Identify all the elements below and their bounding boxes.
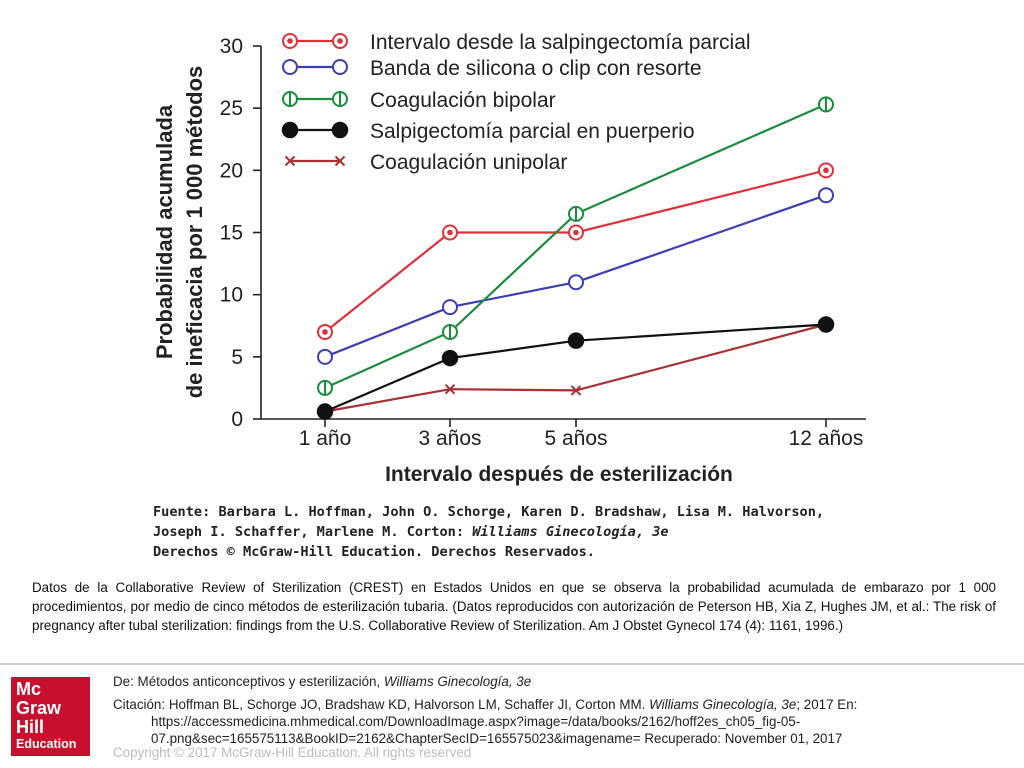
y-tick-label: 10 (220, 284, 243, 307)
citation-url-line-2: 07.png&sec=165575113&BookID=2162&Chapter… (151, 731, 843, 746)
figure-source: Fuente: Barbara L. Hoffman, John O. Scho… (153, 502, 858, 562)
logo-line-4: Education (16, 737, 77, 751)
y-tick-label: 20 (220, 159, 243, 182)
point-marker (817, 316, 835, 333)
legend-label: Coagulación unipolar (370, 151, 567, 174)
series-line (317, 162, 834, 340)
point-marker (570, 385, 582, 396)
legend-item: Salpigectomía parcial en puerperio (281, 120, 695, 143)
series-line (317, 187, 834, 365)
y-tick-label: 15 (220, 222, 243, 245)
point-marker (442, 299, 458, 316)
series-line (317, 96, 834, 396)
point-marker (334, 155, 346, 167)
footer-from-book: Williams Ginecología, 3e (383, 674, 532, 689)
y-tick-label: 30 (220, 35, 243, 58)
series-lines (316, 96, 835, 420)
series-path (324, 194, 827, 358)
y-tick-label: 25 (220, 97, 243, 120)
x-tick-label: 5 años (544, 427, 607, 450)
y-tick-label: 0 (231, 408, 243, 431)
y-axis-title-line1: Probabilidad acumulada (152, 104, 177, 359)
legend-item: Intervalo desde la salpingectomía parcia… (282, 31, 751, 54)
logo-line-1: Mc (16, 679, 42, 699)
series-path (324, 323, 827, 413)
point-marker (331, 121, 349, 139)
citation-prefix: Citación: Hoffman BL, Schorge JO, Bradsh… (113, 697, 650, 712)
y-axis-title: Probabilidad acumulada de ineficacia por… (152, 66, 207, 399)
citation-line-1: Citación: Hoffman BL, Schorge JO, Bradsh… (113, 696, 913, 713)
y-tick-label: 5 (231, 346, 243, 369)
figure-caption: Datos de la Collaborative Review of Ster… (32, 580, 996, 633)
footer-from: De: Métodos anticonceptivos y esteriliza… (113, 674, 531, 689)
footer-from-prefix: De: Métodos anticonceptivos y esteriliza… (113, 674, 384, 689)
citation-book: Williams Ginecología, 3e (649, 697, 797, 712)
point-marker (284, 155, 296, 167)
footer-citation: Citación: Hoffman BL, Schorge JO, Bradsh… (113, 696, 913, 747)
x-tick-label: 12 años (789, 427, 864, 450)
x-axis-title: Intervalo después de esterilización (385, 463, 733, 486)
footer-copyright: Copyright © 2017 McGraw-Hill Education. … (113, 745, 472, 760)
point-marker (316, 403, 334, 420)
series-path (324, 323, 827, 413)
point-marker (567, 332, 585, 349)
series-path (324, 169, 827, 333)
legend: Intervalo desde la salpingectomía parcia… (281, 31, 751, 174)
source-line-3: Derechos © McGraw-Hill Education. Derech… (153, 544, 595, 560)
series-line (316, 316, 835, 420)
y-axis-title-line2: de ineficacia por 1 000 métodos (182, 66, 207, 399)
point-marker (317, 348, 333, 365)
citation-suffix: ; 2017 En: (796, 697, 858, 712)
source-line-1: Fuente: Barbara L. Hoffman, John O. Scho… (153, 504, 825, 520)
point-marker-dot (287, 38, 293, 44)
legend-label: Salpigectomía parcial en puerperio (370, 120, 695, 143)
legend-label: Intervalo desde la salpingectomía parcia… (370, 31, 751, 54)
mcgraw-hill-logo: Mc Graw Hill Education (11, 677, 90, 756)
y-ticks: 0 5 10 15 20 25 30 (220, 35, 261, 431)
point-marker (444, 383, 456, 395)
point-marker-dot (337, 38, 343, 44)
point-marker-dot (322, 329, 328, 335)
point-marker-dot (573, 229, 579, 236)
point-marker (281, 121, 299, 139)
source-book-title: Williams Ginecología, 3e (472, 524, 669, 540)
point-marker-dot (447, 229, 453, 236)
point-marker (568, 274, 584, 291)
source-line-2-prefix: Joseph I. Schaffer, Marlene M. Corton: (153, 524, 473, 540)
footer-divider (0, 663, 1024, 665)
legend-item: Coagulación unipolar (284, 151, 567, 174)
x-tick-label: 1 año (299, 427, 352, 450)
legend-label: Coagulación bipolar (370, 89, 556, 112)
x-ticks: 1 año 3 años 5 años 12 años (299, 419, 864, 450)
series-path (324, 103, 827, 389)
chart: Probabilidad acumulada de ineficacia por… (152, 31, 866, 486)
point-marker-dot (823, 167, 829, 174)
point-marker (818, 187, 834, 204)
x-tick-label: 3 años (418, 427, 481, 450)
point-marker (282, 59, 298, 75)
point-marker (332, 59, 348, 75)
legend-label: Banda de silicona o clip con resorte (370, 57, 702, 80)
citation-url-line-1: https://accessmedicina.mhmedical.com/Dow… (151, 714, 801, 729)
logo-line-3: Hill (16, 717, 45, 737)
legend-item: Banda de silicona o clip con resorte (282, 57, 702, 80)
logo-line-2: Graw (16, 698, 62, 718)
point-marker (441, 349, 459, 367)
legend-item: Coagulación bipolar (282, 89, 556, 112)
source-line-2: Joseph I. Schaffer, Marlene M. Corton: W… (153, 522, 858, 542)
